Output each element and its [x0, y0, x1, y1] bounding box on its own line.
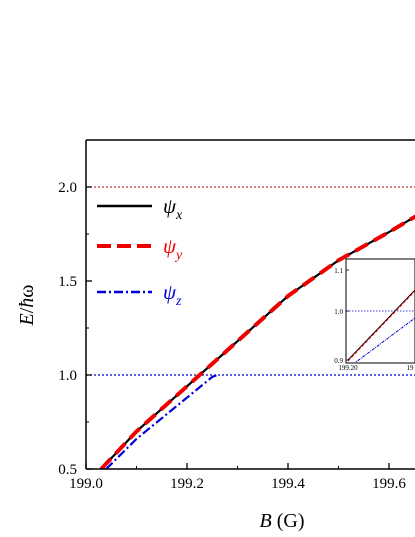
x-axis-title: B (G): [260, 510, 305, 532]
x-tick-label: 199.0: [69, 476, 103, 492]
reference-lines: [86, 186, 415, 376]
y-tick-label: 1.0: [58, 368, 77, 384]
legend-label-psi-y: ψy: [163, 234, 183, 263]
inset-xtick-label: 19: [407, 364, 415, 372]
series-psi-z-line: [105, 373, 218, 469]
inset-line-psi-z: [353, 317, 415, 363]
x-tick-label: 199.2: [170, 476, 204, 492]
x-axis-var: B: [260, 510, 272, 532]
inset-chart: 1.1 1.0 0.9 199.20 19: [334, 258, 415, 372]
y-axis-var: E: [16, 313, 38, 326]
y-ticks: 0.5 1.0 1.5 2.0: [58, 139, 92, 478]
y-tick-label: 2.0: [58, 180, 77, 196]
axes-frame: [85, 139, 415, 470]
y-axis-hbar: ħ: [16, 298, 38, 308]
legend-label-psi-z: ψz: [163, 280, 182, 309]
inset-ytick-label: 1.1: [334, 267, 343, 275]
inset-ytick-label: 1.0: [334, 308, 343, 316]
y-axis-omega: ω: [16, 285, 38, 298]
y-tick-label: 1.5: [58, 274, 77, 290]
inset-line-psi-y: [347, 290, 415, 362]
series-group: [99, 214, 415, 469]
x-tick-label: 199.6: [372, 476, 406, 492]
x-ticks: 199.0 199.2 199.4 199.6: [69, 463, 406, 492]
y-axis-title: E/ħω: [16, 285, 38, 327]
y-tick-label: 0.5: [58, 462, 77, 478]
y-axis-slash: /: [16, 307, 38, 313]
legend-label-psi-x: ψx: [163, 194, 183, 223]
inset-line-psi-x: [347, 289, 415, 361]
x-tick-label: 199.4: [271, 476, 305, 492]
legend: ψx ψy ψz: [97, 194, 183, 309]
inset-ytick-label: 0.9: [334, 357, 343, 365]
x-axis-unit: (G): [272, 510, 305, 532]
series-psi-y-line: [99, 214, 415, 469]
inset-xtick-label: 199.20: [338, 364, 358, 372]
